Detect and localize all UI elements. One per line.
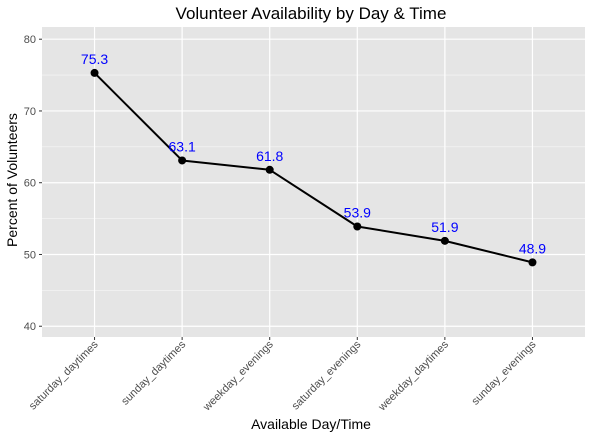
x-tick-label: sunday_evenings <box>470 338 539 407</box>
chart-title: Volunteer Availability by Day & Time <box>176 4 447 23</box>
x-tick-label: weekday_daytimes <box>376 338 452 414</box>
data-label: 53.9 <box>344 204 371 220</box>
y-tick-label: 40 <box>24 321 36 333</box>
plot-panel <box>42 27 585 337</box>
data-point <box>90 68 99 77</box>
x-tick-label: saturday_daytimes <box>27 338 101 412</box>
x-tick-label: sunday_daytimes <box>119 338 188 407</box>
y-axis-ticks: 40 50 60 70 80 <box>24 34 42 333</box>
data-point <box>178 156 187 165</box>
y-tick-label: 70 <box>24 106 36 118</box>
x-axis-ticks: saturday_daytimes sunday_daytimes weekday_… <box>27 337 539 414</box>
series-line-group: 75.3 63.1 61.8 53.9 51.9 48.9 <box>81 51 546 267</box>
y-tick-label: 80 <box>24 34 36 46</box>
x-tick-label: saturday_evenings <box>290 338 364 412</box>
data-point <box>528 258 537 267</box>
data-point <box>265 165 274 174</box>
y-axis-label: Percent of Volunteers <box>4 113 20 247</box>
data-label: 48.9 <box>519 240 546 256</box>
data-label: 63.1 <box>169 138 196 154</box>
data-point <box>353 222 362 231</box>
x-axis-label: Available Day/Time <box>251 416 371 432</box>
data-label: 61.8 <box>256 148 283 164</box>
grid-minor <box>42 74 585 291</box>
series-line <box>93 72 533 264</box>
data-label: 51.9 <box>431 219 458 235</box>
data-label: 75.3 <box>81 51 108 67</box>
data-point <box>440 236 449 245</box>
y-tick-label: 50 <box>24 249 36 261</box>
x-tick-label: weekday_evenings <box>200 338 276 414</box>
y-tick-label: 60 <box>24 178 36 190</box>
